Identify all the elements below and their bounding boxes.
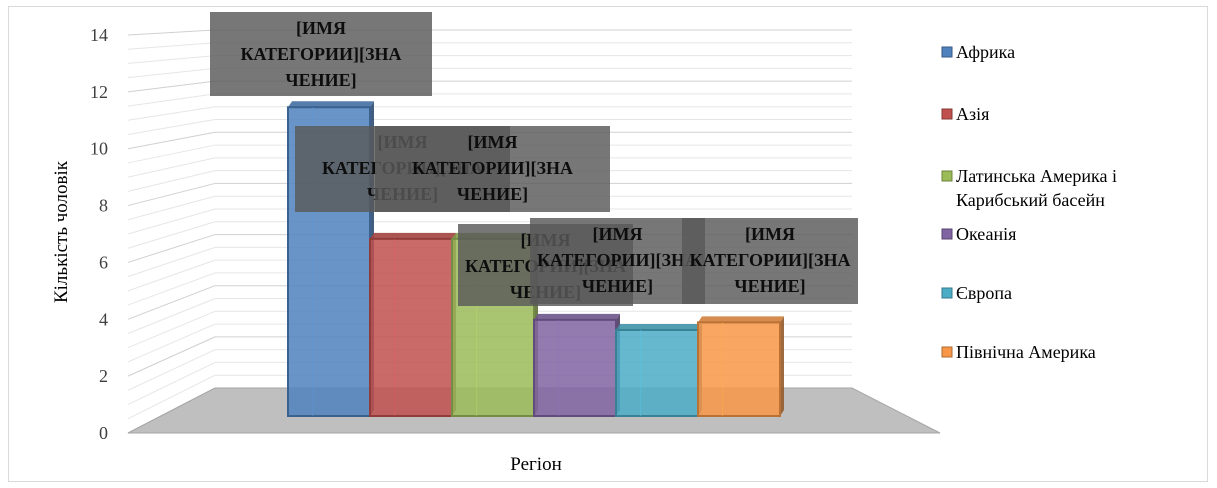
bar	[533, 318, 617, 417]
y-tick-label: 12	[90, 82, 108, 102]
data-label-text: КАТЕГОРИИ][ЗНА	[241, 44, 402, 64]
side-gridline	[127, 131, 216, 150]
y-tick-label: 0	[99, 423, 108, 443]
legend-swatch	[941, 108, 953, 120]
data-label-text: [ИМЯ	[296, 18, 346, 38]
side-gridline	[127, 170, 216, 192]
side-gridline	[127, 29, 216, 36]
side-gridline	[127, 246, 216, 278]
data-label-box	[530, 218, 705, 304]
side-gridline	[127, 349, 216, 391]
bar	[369, 237, 453, 417]
side-gridline	[127, 310, 216, 349]
legend-swatch	[941, 228, 953, 240]
data-label-text: КАТЕГОРИИ][ЗНА	[537, 250, 698, 270]
data-label-text: [ИМЯ	[745, 224, 795, 244]
legend-swatch	[941, 287, 953, 299]
side-gridline	[127, 119, 216, 135]
data-label-text: ЧЕНИЕ]	[582, 276, 653, 296]
data-labels: [ИМЯ КАТЕГОРИИ][ЗНА ЧЕНИЕ] [ИМЯ КАТЕГОРИИ][З…	[210, 12, 858, 306]
y-axis-ticks: 0 2 4 6 8 10 12 14	[90, 25, 108, 443]
bar-top	[698, 316, 784, 323]
side-gridline	[127, 336, 216, 377]
legend-label: Африка	[956, 42, 1015, 62]
data-label-text: [ИМЯ	[593, 224, 643, 244]
data-label-text: ЧЕНИЕ]	[285, 70, 356, 90]
data-label-box	[210, 12, 432, 96]
legend-swatch	[941, 346, 953, 358]
side-gridline	[127, 144, 216, 164]
side-gridline	[127, 234, 216, 263]
side-gridline	[127, 298, 216, 334]
bar-top	[288, 101, 374, 108]
side-gridline	[127, 195, 216, 221]
legend-label: Океанія	[956, 224, 1016, 244]
side-gridline	[127, 361, 216, 406]
y-tick-label: 6	[99, 252, 108, 272]
y-tick-label: 2	[99, 366, 108, 386]
side-gridline	[127, 208, 216, 235]
bar	[615, 328, 699, 417]
side-gridline	[127, 106, 216, 121]
bar-top	[534, 313, 620, 320]
legend-label: Північна Америка	[956, 342, 1096, 362]
side-gridline	[127, 374, 216, 420]
y-tick-label: 14	[90, 25, 108, 45]
side-gridline	[127, 93, 216, 107]
side-gridline	[127, 80, 216, 93]
side-gridline	[127, 221, 216, 249]
y-tick-label: 8	[99, 196, 108, 216]
y-axis-label: Кількість чоловік	[51, 160, 72, 303]
legend-label: Латинська Америка і	[956, 166, 1117, 186]
side-gridline	[127, 259, 216, 292]
legend: Африка Азія Латинська Америка і Карибський …	[941, 42, 1117, 362]
legend-label-line2: Карибський басейн	[956, 190, 1105, 210]
data-label-box	[682, 218, 858, 304]
y-tick-label: 10	[90, 139, 108, 159]
side-gridline	[127, 182, 216, 207]
bar-top	[616, 323, 702, 330]
bar	[697, 321, 781, 418]
data-label-box	[375, 126, 610, 212]
side-gridline	[127, 55, 216, 64]
side-gridline	[127, 272, 216, 306]
legend-label: Азія	[956, 104, 989, 124]
bar-top	[370, 232, 456, 239]
side-gridline	[127, 67, 216, 79]
data-label-text: [ИМЯ	[468, 132, 518, 152]
y-tick-label: 4	[99, 309, 108, 329]
data-label-text: КАТЕГОРИИ][ЗНА	[690, 250, 851, 270]
data-label-text: КАТЕГОРИИ][ЗНА	[412, 158, 573, 178]
legend-swatch	[941, 170, 953, 182]
legend-label: Європа	[956, 283, 1012, 303]
side-gridline	[127, 323, 216, 363]
side-gridline	[127, 285, 216, 320]
data-label-text: ЧЕНИЕ]	[457, 184, 528, 204]
side-gridline	[127, 42, 216, 50]
x-axis-label: Регіон	[510, 454, 562, 475]
legend-swatch	[941, 46, 953, 58]
data-label-text: ЧЕНИЕ]	[734, 276, 805, 296]
side-gridline	[127, 157, 216, 178]
